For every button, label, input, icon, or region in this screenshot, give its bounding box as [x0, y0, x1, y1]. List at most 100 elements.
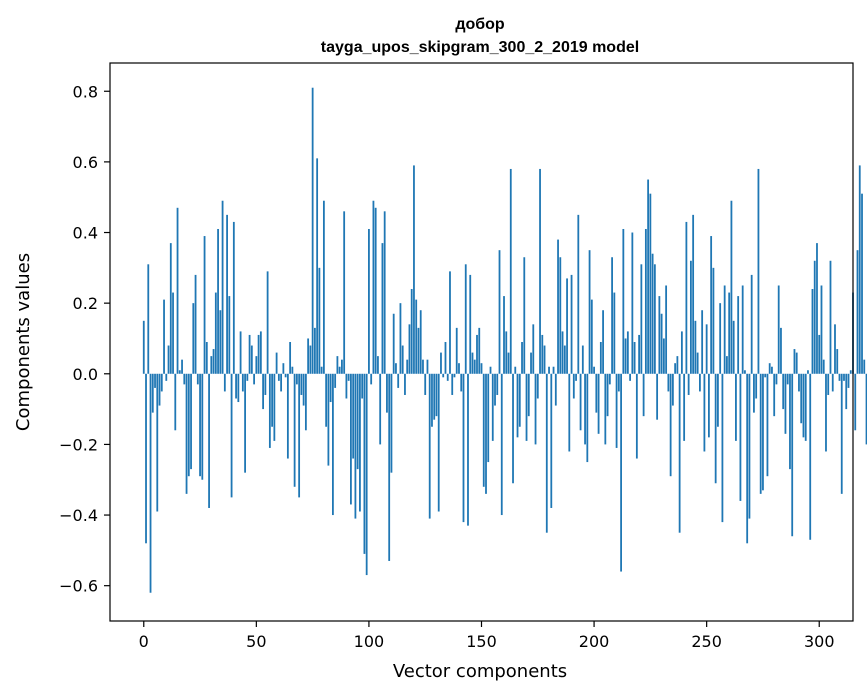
bar-88	[341, 359, 343, 374]
bar-240	[683, 373, 686, 441]
bar-11	[167, 345, 170, 374]
bar-140	[458, 363, 460, 374]
bar-312	[845, 373, 848, 410]
bar-83	[329, 373, 332, 403]
bar-77	[316, 158, 319, 374]
bar-117	[406, 359, 409, 374]
bar-229	[658, 296, 661, 374]
bar-290	[795, 352, 798, 374]
bar-68	[295, 373, 298, 385]
bar-79	[320, 366, 323, 374]
bar-129	[433, 373, 436, 420]
bar-75	[311, 87, 314, 374]
bar-319	[861, 193, 863, 374]
bar-71	[302, 373, 305, 406]
bar-156	[494, 373, 496, 406]
bar-27	[203, 236, 206, 374]
bar-260	[728, 292, 731, 374]
bar-226	[651, 253, 654, 374]
bar-263	[735, 373, 737, 441]
bar-294	[804, 373, 807, 441]
bar-182	[552, 366, 555, 374]
bar-183	[554, 373, 557, 406]
bar-135	[446, 373, 449, 381]
bar-28	[205, 342, 208, 374]
bar-73	[307, 338, 310, 374]
bar-76	[313, 327, 316, 374]
bar-306	[831, 373, 834, 392]
bar-149	[478, 327, 481, 374]
bar-104	[377, 356, 379, 374]
bar-305	[829, 260, 832, 374]
bar-81	[325, 373, 328, 427]
x-axis-label: Vector components	[393, 661, 567, 682]
bar-80	[322, 200, 325, 374]
bar-266	[741, 285, 744, 374]
bar-168	[521, 342, 523, 374]
bar-142	[462, 373, 465, 523]
bar-153	[487, 373, 490, 463]
bar-296	[809, 373, 812, 540]
bar-304	[827, 373, 830, 395]
bar-123	[419, 310, 422, 374]
bar-203	[599, 342, 602, 374]
y-tick-label: 0.8	[73, 82, 98, 101]
bar-207	[608, 373, 611, 385]
bar-252	[710, 236, 713, 374]
bar-268	[746, 373, 749, 544]
bar-22	[192, 303, 195, 374]
bar-54	[264, 373, 267, 395]
bar-70	[300, 373, 303, 395]
bar-38	[228, 296, 231, 374]
bar-64	[286, 373, 289, 459]
bar-57	[271, 373, 274, 427]
bar-43	[239, 331, 242, 374]
bar-101	[370, 373, 373, 385]
bar-171	[527, 373, 530, 417]
bar-310	[840, 373, 843, 494]
y-tick-label: 0.2	[73, 294, 98, 313]
bar-165	[514, 366, 517, 374]
bar-12	[169, 243, 172, 374]
bar-85	[334, 373, 337, 388]
bar-269	[748, 373, 751, 519]
bar-231	[662, 338, 665, 374]
bar-130	[435, 373, 438, 417]
bar-278	[768, 363, 771, 374]
bar-287	[789, 373, 791, 470]
bar-18	[183, 373, 186, 385]
bar-243	[689, 260, 692, 374]
bar-186	[561, 331, 564, 374]
bar-26	[201, 373, 204, 480]
y-tick-label: 0.4	[73, 224, 98, 243]
bar-274	[759, 373, 762, 494]
bar-109	[388, 373, 391, 561]
bar-298	[813, 260, 816, 374]
bar-96	[359, 373, 361, 512]
bar-248	[701, 310, 704, 374]
bar-178	[543, 345, 546, 374]
bar-136	[449, 271, 451, 374]
bar-205	[604, 373, 607, 445]
bar-49	[253, 373, 255, 385]
bar-102	[372, 200, 375, 374]
bar-219	[635, 373, 638, 459]
bar-141	[460, 373, 463, 392]
bar-137	[451, 373, 454, 395]
bar-173	[532, 324, 535, 374]
bar-44	[241, 373, 244, 392]
bar-132	[440, 352, 442, 374]
bar-295	[807, 370, 809, 374]
bar-275	[762, 373, 764, 491]
y-axis-label: Components values	[13, 253, 34, 431]
bar-190	[570, 274, 573, 374]
bar-253	[712, 267, 715, 374]
bar-245	[694, 320, 697, 374]
bar-308	[836, 349, 839, 374]
bar-13	[172, 292, 174, 374]
bar-195	[581, 345, 584, 374]
bar-6	[156, 373, 159, 512]
bar-261	[730, 200, 733, 374]
